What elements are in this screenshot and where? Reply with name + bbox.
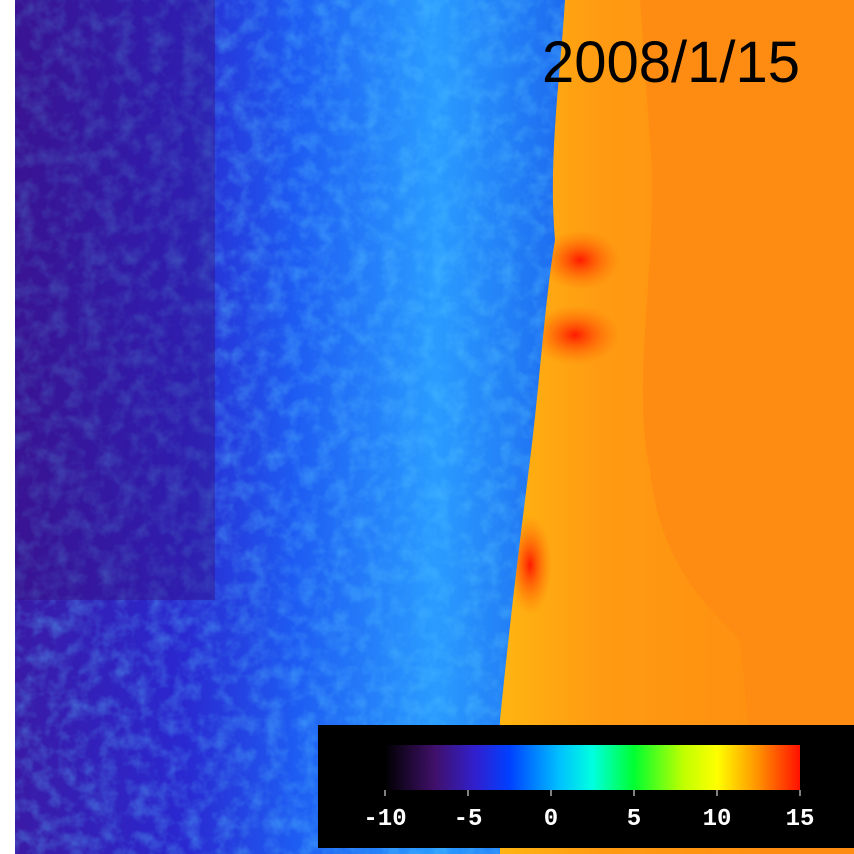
colorbar-tick-label: 10 [703,806,732,833]
colorbar-tick-label: -5 [454,806,483,833]
colorbar-tick-label: -10 [363,806,406,833]
colorbar-gradient [385,745,800,790]
map-image [15,0,854,854]
colorbar-tick-label: 15 [786,806,815,833]
colorbar: -10 -5 0 5 10 15 [318,725,854,848]
warm-water [640,0,854,854]
land [15,0,565,854]
date-label: 2008/1/15 [542,30,800,95]
colorbar-tick-label: 0 [544,806,558,833]
plume [530,305,620,365]
plume [540,230,620,290]
colorbar-tick-label: 5 [627,806,641,833]
